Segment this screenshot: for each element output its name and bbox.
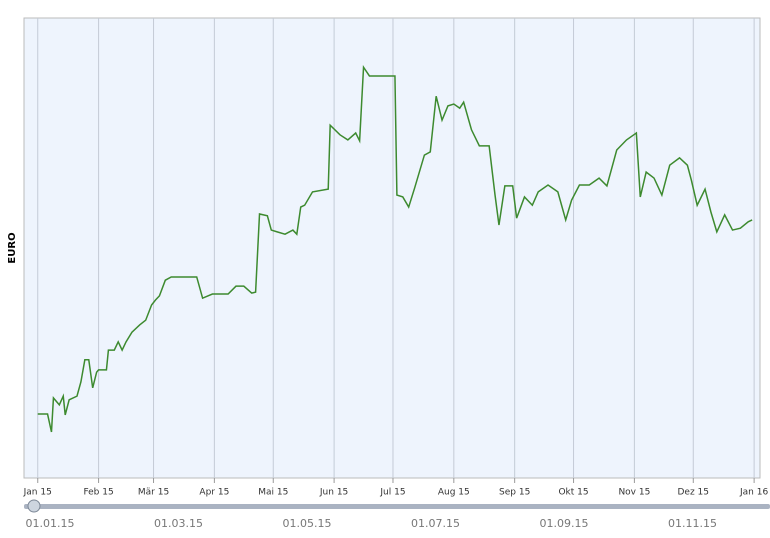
x-tick-label: Feb 15 [83,488,113,498]
plot-area [23,17,761,479]
x-tick-label: Apr 15 [199,488,229,498]
navigator-label: 01.01.15 [26,517,75,530]
x-tick-label: Mai 15 [258,488,288,498]
x-tick-label: Dez 15 [678,488,710,498]
y-axis-label: EURO [7,232,18,263]
x-tick-label: Jun 15 [319,488,348,498]
x-tick-label: Nov 15 [618,488,650,498]
navigator-label: 01.05.15 [283,517,332,530]
navigator-handle[interactable] [27,499,41,513]
x-tick-label: Mär 15 [138,488,169,498]
x-tick-label: Sep 15 [499,488,530,498]
x-tick-label: Jul 15 [379,488,405,498]
navigator-track [24,504,770,509]
x-tick-label: Okt 15 [558,488,588,498]
x-tick-label: Aug 15 [438,488,470,498]
navigator-label: 01.03.15 [154,517,203,530]
x-tick-label: Jan 15 [23,488,52,498]
data-line [37,64,753,433]
navigator-label: 01.09.15 [540,517,589,530]
x-tick-label: Jan 16 [739,488,768,498]
navigator-label: 01.11.15 [668,517,717,530]
navigator-label: 01.07.15 [411,517,460,530]
